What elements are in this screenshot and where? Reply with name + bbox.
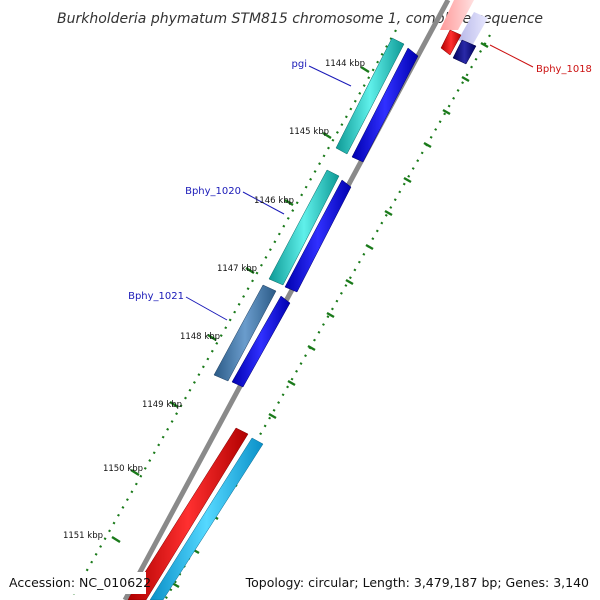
cds-bphy-1018[interactable] xyxy=(452,39,477,65)
footer-accession-bg xyxy=(4,572,146,594)
kbp-label-1148: 1148 kbp xyxy=(180,332,220,342)
bphy-1020-leader xyxy=(242,191,285,215)
gene-pgi[interactable] xyxy=(335,37,405,155)
cds-bphy-1021[interactable] xyxy=(231,295,291,388)
inner-major-ticks xyxy=(111,65,370,544)
bphy-1018-leader xyxy=(489,44,534,68)
gene-bphy-1018[interactable] xyxy=(440,29,462,56)
cds-pgi[interactable] xyxy=(351,47,419,163)
kbp-label-1151: 1151 kbp xyxy=(63,531,103,541)
map-title: Burkholderia phymatum STM815 chromosome … xyxy=(57,11,543,27)
topology-text: Topology: circular; Length: 3,479,187 bp… xyxy=(245,575,589,590)
kbp-label-1145: 1145 kbp xyxy=(289,127,329,137)
pgi-leader xyxy=(308,65,352,87)
gene-label-pgi[interactable]: pgi xyxy=(292,59,307,70)
cds-bphy-1018-faded xyxy=(458,12,488,46)
gene-sky-bottom[interactable] xyxy=(149,437,264,600)
bphy-1021-leader xyxy=(185,296,228,321)
gene-red-bottom[interactable] xyxy=(127,427,249,600)
kbp-label-1144: 1144 kbp xyxy=(325,59,365,69)
accession-text: Accession: NC_010622 xyxy=(9,575,151,590)
cds-bphy-1020[interactable] xyxy=(284,179,352,293)
kbp-label-1149: 1149 kbp xyxy=(142,400,182,410)
gene-label-bphy-1021[interactable]: Bphy_1021 xyxy=(128,291,184,302)
gene-bphy-1021[interactable] xyxy=(213,284,277,382)
gene-label-bphy-1018[interactable]: Bphy_1018 xyxy=(536,64,592,75)
kbp-label-1147: 1147 kbp xyxy=(217,264,257,274)
kbp-label-1150: 1150 kbp xyxy=(103,464,143,474)
outer-tick-track xyxy=(164,34,491,600)
gene-label-bphy-1020[interactable]: Bphy_1020 xyxy=(185,186,241,197)
kbp-label-1146: 1146 kbp xyxy=(254,196,294,206)
gene-bphy-1018-faded xyxy=(440,0,474,30)
gene-bphy-1020[interactable] xyxy=(268,169,340,286)
inner-tick-track xyxy=(69,29,397,600)
